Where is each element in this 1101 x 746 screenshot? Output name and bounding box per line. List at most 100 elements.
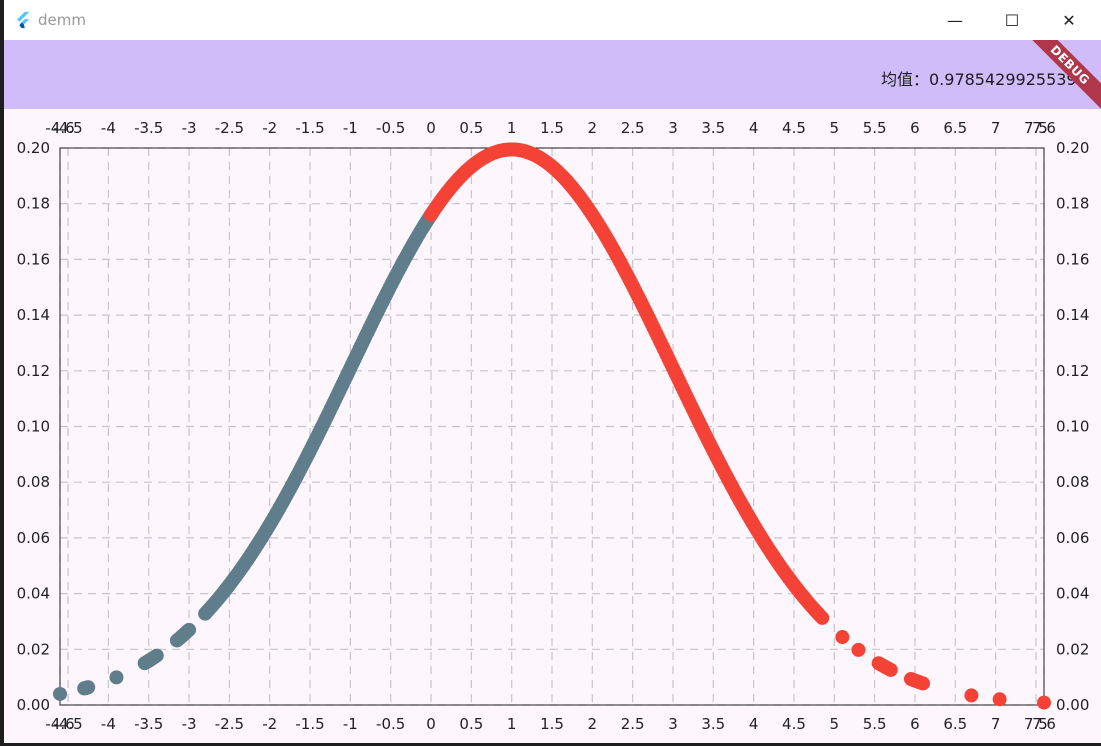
y-tick-label-left: 0.12 bbox=[17, 362, 50, 380]
minimize-icon: — bbox=[947, 10, 963, 30]
x-tick-label-bottom: 4.5 bbox=[782, 715, 806, 733]
x-tick-label-bottom: 7 bbox=[991, 715, 1001, 733]
x-tick-label-top: 4.5 bbox=[782, 119, 806, 137]
maximize-icon: ☐ bbox=[1004, 10, 1020, 30]
y-tick-label-right: 0.04 bbox=[1056, 585, 1089, 603]
x-tick-label-top: -2 bbox=[262, 119, 277, 137]
x-tick-label-bottom: -1.5 bbox=[295, 715, 324, 733]
y-tick-label-left: 0.20 bbox=[17, 139, 50, 157]
plot-border bbox=[59, 147, 1045, 706]
x-tick-label-top: 0.5 bbox=[459, 119, 483, 137]
y-tick-label-right: 0.16 bbox=[1056, 250, 1089, 268]
x-tick-label-top: -3.5 bbox=[134, 119, 163, 137]
data-point bbox=[992, 692, 1007, 707]
y-tick-label-right: 0.10 bbox=[1056, 418, 1089, 436]
x-tick-label-bottom: 3 bbox=[668, 715, 678, 733]
y-tick-label-left: 0.14 bbox=[17, 306, 50, 324]
x-tick-label-top: 4 bbox=[749, 119, 759, 137]
y-tick-label-left: 0.16 bbox=[17, 250, 50, 268]
close-button[interactable]: ✕ bbox=[1046, 0, 1092, 40]
x-tick-label-bottom: 2.5 bbox=[621, 715, 645, 733]
y-tick-label-left: 0.08 bbox=[17, 473, 50, 491]
x-tick-label-top: 6.5 bbox=[943, 119, 967, 137]
x-tick-label-top: 5.5 bbox=[863, 119, 887, 137]
x-tick-label-top: 2.5 bbox=[621, 119, 645, 137]
data-point bbox=[148, 649, 163, 664]
data-point bbox=[1037, 695, 1051, 710]
x-tick-label-top: 7 bbox=[991, 119, 1001, 137]
x-tick-label-bottom: -0.5 bbox=[376, 715, 405, 733]
x-tick-label-bottom: 6 bbox=[910, 715, 920, 733]
x-tick-label-top: 2 bbox=[588, 119, 598, 137]
x-tick-label-bottom: 4 bbox=[749, 715, 759, 733]
x-tick-label-top: 7.5 bbox=[1024, 119, 1048, 137]
y-tick-label-left: 0.02 bbox=[17, 640, 50, 658]
x-tick-label-bottom: -1 bbox=[343, 715, 358, 733]
data-point bbox=[109, 670, 124, 685]
y-tick-label-right: 0.06 bbox=[1056, 529, 1089, 547]
x-tick-label-top: -1 bbox=[343, 119, 358, 137]
y-tick-label-right: 0.08 bbox=[1056, 473, 1089, 491]
x-tick-label-bottom: 5.5 bbox=[863, 715, 887, 733]
y-tick-label-right: 0.00 bbox=[1056, 696, 1089, 714]
x-tick-label-bottom: 3.5 bbox=[701, 715, 725, 733]
y-tick-label-right: 0.20 bbox=[1056, 139, 1089, 157]
x-tick-label-top: -0.5 bbox=[376, 119, 405, 137]
x-tick-label-top: 7.6 bbox=[1032, 119, 1056, 137]
x-tick-label-bottom: 6.5 bbox=[943, 715, 967, 733]
mean-value-text: 均值：0.97854299255394 bbox=[881, 70, 1087, 89]
x-tick-label-bottom: 2 bbox=[588, 715, 598, 733]
x-tick-label-top: -1.5 bbox=[295, 119, 324, 137]
x-tick-label-top: -3 bbox=[182, 119, 197, 137]
x-tick-label-bottom: 1 bbox=[507, 715, 517, 733]
y-tick-label-right: 0.18 bbox=[1056, 195, 1089, 213]
x-tick-label-top: 5 bbox=[830, 119, 840, 137]
flutter-logo-icon bbox=[17, 11, 30, 29]
x-tick-label-top: 6 bbox=[910, 119, 920, 137]
x-tick-label-bottom: -4.5 bbox=[53, 715, 82, 733]
data-point bbox=[964, 688, 979, 703]
y-tick-label-left: 0.00 bbox=[17, 696, 50, 714]
data-point bbox=[813, 608, 828, 623]
data-point bbox=[914, 675, 929, 690]
data-point bbox=[835, 630, 850, 645]
scatter-chart: -4.6-4.6-4.5-4.5-4-4-3.5-3.5-3-3-2.5-2.5… bbox=[17, 119, 1090, 733]
window-title: demm bbox=[38, 11, 86, 29]
data-point bbox=[80, 680, 95, 695]
x-tick-label-top: 1 bbox=[507, 119, 517, 137]
x-tick-label-top: -4.5 bbox=[53, 119, 82, 137]
data-point bbox=[53, 686, 67, 701]
x-tick-label-top: -4.6 bbox=[45, 119, 74, 137]
x-tick-label-bottom: 5 bbox=[830, 715, 840, 733]
app-bar: 均值：0.97854299255394 DEBUG bbox=[4, 40, 1101, 109]
x-tick-label-bottom: 7.6 bbox=[1032, 715, 1056, 733]
x-tick-label-bottom: 0 bbox=[426, 715, 436, 733]
x-tick-label-bottom: -3 bbox=[182, 715, 197, 733]
y-tick-label-left: 0.06 bbox=[17, 529, 50, 547]
close-icon: ✕ bbox=[1062, 10, 1076, 30]
x-tick-label-bottom: 0.5 bbox=[459, 715, 483, 733]
minimize-button[interactable]: — bbox=[932, 0, 978, 40]
data-point bbox=[851, 642, 866, 657]
x-tick-label-top: 0 bbox=[426, 119, 436, 137]
x-tick-label-bottom: -4 bbox=[101, 715, 116, 733]
y-tick-label-right: 0.14 bbox=[1056, 306, 1089, 324]
y-tick-label-right: 0.02 bbox=[1056, 640, 1089, 658]
x-tick-label-bottom: -2.5 bbox=[215, 715, 244, 733]
app-window: demm — ☐ ✕ 均值：0.97854299255394 DEBUG -4.… bbox=[4, 0, 1101, 743]
x-tick-label-bottom: -3.5 bbox=[134, 715, 163, 733]
data-point bbox=[882, 662, 897, 677]
title-bar: demm — ☐ ✕ bbox=[4, 0, 1101, 40]
data-point bbox=[180, 624, 195, 639]
y-tick-label-right: 0.12 bbox=[1056, 362, 1089, 380]
x-tick-label-top: 3 bbox=[668, 119, 678, 137]
y-tick-label-left: 0.18 bbox=[17, 195, 50, 213]
maximize-button[interactable]: ☐ bbox=[989, 0, 1035, 40]
x-tick-label-bottom: -2 bbox=[262, 715, 277, 733]
x-tick-label-top: 3.5 bbox=[701, 119, 725, 137]
y-tick-label-left: 0.04 bbox=[17, 585, 50, 603]
x-tick-label-bottom: 7.5 bbox=[1024, 715, 1048, 733]
x-tick-label-bottom: -4.6 bbox=[45, 715, 74, 733]
x-tick-label-top: 1.5 bbox=[540, 119, 564, 137]
y-tick-label-left: 0.10 bbox=[17, 418, 50, 436]
